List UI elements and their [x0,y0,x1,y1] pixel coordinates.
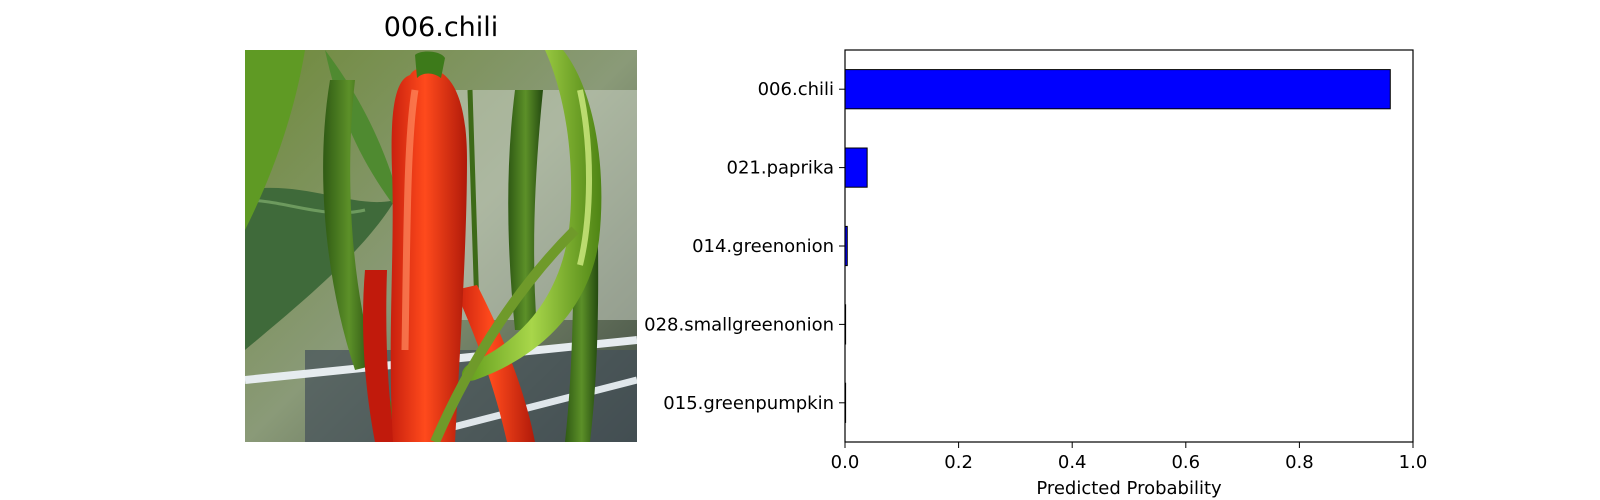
y-tick-label: 028.smallgreenonion [644,314,834,335]
bar-021.paprika [844,147,868,188]
image-title: 006.chili [383,12,499,43]
x-tick-label: 0.2 [944,452,973,473]
y-tick-label: 021.paprika [727,158,835,179]
y-ticks: 006.chili 021.paprika 014.greenonion 028.sm… [644,79,845,414]
bars-layer [844,69,1391,423]
y-tick-label: 014.greenonion [692,236,834,257]
bar-006.chili [844,69,1391,110]
y-tick-label: 006.chili [758,79,834,100]
x-ticks: 0.0 0.2 0.4 0.6 0.8 1.0 [831,442,1428,473]
chili-pepper-photo [245,50,637,442]
x-tick-label: 0.8 [1285,452,1314,473]
x-axis-label: Predicted Probability [1036,478,1222,499]
x-tick-label: 0.0 [831,452,860,473]
x-tick-label: 0.6 [1171,452,1200,473]
y-tick-label: 015.greenpumpkin [663,393,834,414]
x-tick-label: 0.4 [1058,452,1087,473]
x-tick-label: 1.0 [1399,452,1428,473]
